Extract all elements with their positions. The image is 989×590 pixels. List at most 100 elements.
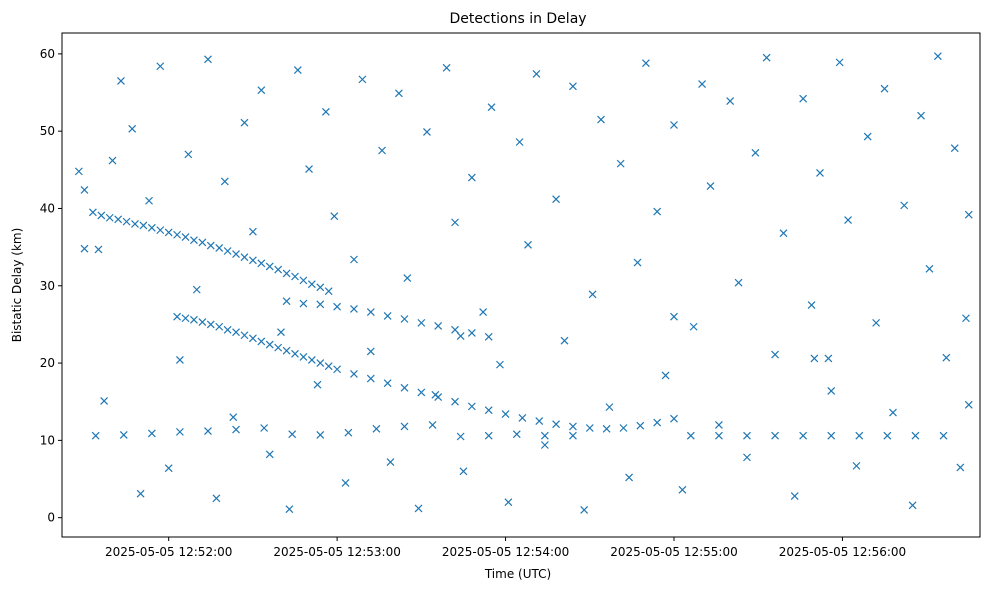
data-point [423,128,431,136]
data-point [307,280,316,289]
data-point [585,424,594,432]
data-point [908,501,917,510]
data-point [240,331,249,340]
data-point [265,450,274,459]
data-point [855,431,864,440]
y-tick-label: 50 [40,124,55,138]
data-point [105,213,114,222]
data-point [265,340,274,349]
data-point [569,422,577,431]
data-point [670,414,678,423]
data-point [232,425,240,434]
x-tick-label: 2025-05-05 12:54:00 [442,545,569,559]
data-point [714,431,723,440]
x-tick-label: 2025-05-05 12:53:00 [273,545,400,559]
data-point [173,312,182,321]
data-point [459,467,468,476]
data-point [164,464,173,473]
data-point [911,431,920,440]
data-point [925,264,934,273]
data-point [164,228,173,237]
data-point [316,431,325,439]
data-point [560,336,569,345]
y-tick-label: 10 [40,433,55,447]
data-point [743,453,751,462]
data-point [678,485,687,494]
data-point [274,265,283,274]
data-point [771,431,779,440]
data-point [366,347,375,356]
data-point [852,461,861,470]
data-point [223,325,232,334]
data-point [313,380,322,389]
data-point [94,245,103,254]
data-point [417,318,426,327]
data-point [835,58,844,67]
data-point [698,80,706,88]
data-point [248,256,257,265]
y-tick-label: 30 [40,279,55,293]
data-point [653,207,662,216]
data-point [751,148,760,157]
data-point [816,168,824,177]
data-point [220,177,229,186]
x-axis-label: Time (UTC) [484,567,551,581]
data-point [324,362,333,371]
data-point [714,420,723,429]
data-point [136,489,145,498]
data-point [771,350,779,359]
plot-area-frame [61,32,981,538]
data-point [293,66,302,75]
data-point [344,428,353,437]
data-point [442,63,451,72]
data-point [451,397,459,406]
data-point [939,431,948,440]
data-point [964,400,973,409]
data-point [386,458,395,466]
data-point [350,255,358,264]
data-point [316,359,325,367]
data-point [734,278,743,287]
data-point [330,212,339,221]
data-point [198,318,207,327]
data-point [504,498,513,507]
data-point [616,159,625,168]
data-point [145,196,153,205]
data-point [518,414,527,422]
data-point [451,218,459,227]
data-point [192,285,201,294]
data-point [670,121,678,129]
data-point [827,431,836,440]
data-point [74,167,83,176]
data-point [114,215,123,224]
data-point [291,349,299,358]
data-point [889,408,897,417]
data-point [240,118,249,127]
x-tick-label: 2025-05-05 12:52:00 [105,545,232,559]
data-point [139,221,148,230]
data-point [417,388,426,397]
data-point [863,132,872,141]
data-point [956,463,965,472]
data-point [602,424,611,433]
data-point [204,427,212,436]
data-point [80,185,89,194]
data-point [248,227,257,236]
y-tick-label: 0 [47,511,55,525]
data-point [844,216,852,224]
data-point [131,220,139,228]
data-point [184,150,193,159]
data-point [799,94,808,103]
data-point [501,410,510,419]
data-point [670,312,678,321]
data-point [299,276,308,285]
data-point [456,432,465,441]
data-point [316,300,325,309]
y-axis-label: Bistatic Delay (km) [10,228,24,343]
y-tick-label: 40 [40,201,55,215]
data-point [122,217,131,226]
data-point [147,429,156,438]
data-point [156,226,165,235]
data-point [942,353,951,362]
data-point [467,329,476,337]
